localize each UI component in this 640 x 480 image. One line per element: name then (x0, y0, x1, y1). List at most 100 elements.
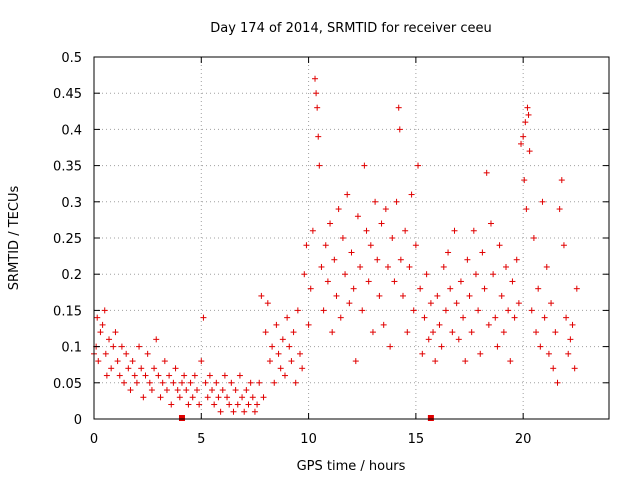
data-point (256, 379, 263, 386)
data-point (453, 300, 460, 307)
data-point (131, 372, 138, 379)
data-point (191, 372, 198, 379)
data-point (189, 394, 196, 401)
data-point (455, 336, 462, 343)
data-point (515, 300, 522, 307)
y-tick-label: 0.05 (53, 377, 82, 392)
data-point (492, 314, 499, 321)
data-point (166, 372, 173, 379)
y-tick-label: 0 (74, 413, 82, 428)
data-point (475, 307, 482, 314)
data-point (451, 227, 458, 234)
data-point (432, 358, 439, 365)
data-point (539, 198, 546, 205)
data-point (127, 387, 134, 394)
zero-marker (427, 415, 434, 421)
data-point (206, 372, 213, 379)
data-point (387, 343, 394, 350)
data-point (525, 111, 532, 118)
data-point (367, 242, 374, 249)
y-tick-label: 0.5 (61, 51, 82, 66)
data-point (543, 263, 550, 270)
data-point (114, 358, 121, 365)
data-point (157, 394, 164, 401)
data-point (337, 314, 344, 321)
zero-marker (178, 415, 185, 421)
x-axis-label: GPS time / hours (297, 459, 406, 474)
data-point (537, 343, 544, 350)
data-point (168, 401, 175, 408)
data-point (204, 394, 211, 401)
data-point (573, 285, 580, 292)
data-point (108, 365, 115, 372)
data-point (470, 227, 477, 234)
data-point (477, 350, 484, 357)
data-point (153, 336, 160, 343)
data-point (183, 387, 190, 394)
data-point (396, 126, 403, 133)
data-point (102, 350, 109, 357)
data-point (241, 408, 248, 415)
data-point (352, 358, 359, 365)
data-point (260, 394, 267, 401)
y-tick-label: 0.3 (61, 196, 82, 211)
data-point (498, 292, 505, 299)
data-point (118, 343, 125, 350)
data-point (307, 285, 314, 292)
data-point (556, 206, 563, 213)
data-point (234, 401, 241, 408)
data-point (301, 271, 308, 278)
data-point (213, 379, 220, 386)
data-point (419, 350, 426, 357)
data-point (363, 227, 370, 234)
data-point (211, 401, 218, 408)
data-point (468, 329, 475, 336)
data-point (526, 148, 533, 155)
data-point (462, 358, 469, 365)
data-point (490, 271, 497, 278)
data-point (142, 372, 149, 379)
data-point (273, 321, 280, 328)
data-point (299, 365, 306, 372)
data-point (170, 379, 177, 386)
data-point (243, 387, 250, 394)
data-point (485, 321, 492, 328)
data-point (112, 329, 119, 336)
data-point (511, 314, 518, 321)
y-tick-label: 0.1 (61, 341, 82, 356)
data-point (262, 329, 269, 336)
data-point (159, 379, 166, 386)
data-point (228, 379, 235, 386)
data-point (101, 307, 108, 314)
data-point (245, 401, 252, 408)
data-point (427, 300, 434, 307)
y-tick-label: 0.15 (53, 304, 82, 319)
data-point (541, 314, 548, 321)
data-point (524, 104, 531, 111)
data-point (121, 379, 128, 386)
data-point (290, 329, 297, 336)
data-point (342, 271, 349, 278)
x-tick-label: 10 (300, 432, 317, 447)
data-point (236, 372, 243, 379)
data-point (138, 365, 145, 372)
data-point (247, 379, 254, 386)
data-point (181, 372, 188, 379)
data-point (331, 256, 338, 263)
data-point (393, 198, 400, 205)
data-point (249, 394, 256, 401)
data-point (520, 133, 527, 140)
data-point (509, 278, 516, 285)
data-point (144, 350, 151, 357)
data-point (95, 358, 102, 365)
data-point (507, 358, 514, 365)
data-point (219, 387, 226, 394)
data-point (333, 292, 340, 299)
x-tick-label: 0 (90, 432, 98, 447)
data-point (500, 329, 507, 336)
data-point (277, 365, 284, 372)
data-point (545, 350, 552, 357)
data-point (292, 379, 299, 386)
data-point (217, 408, 224, 415)
